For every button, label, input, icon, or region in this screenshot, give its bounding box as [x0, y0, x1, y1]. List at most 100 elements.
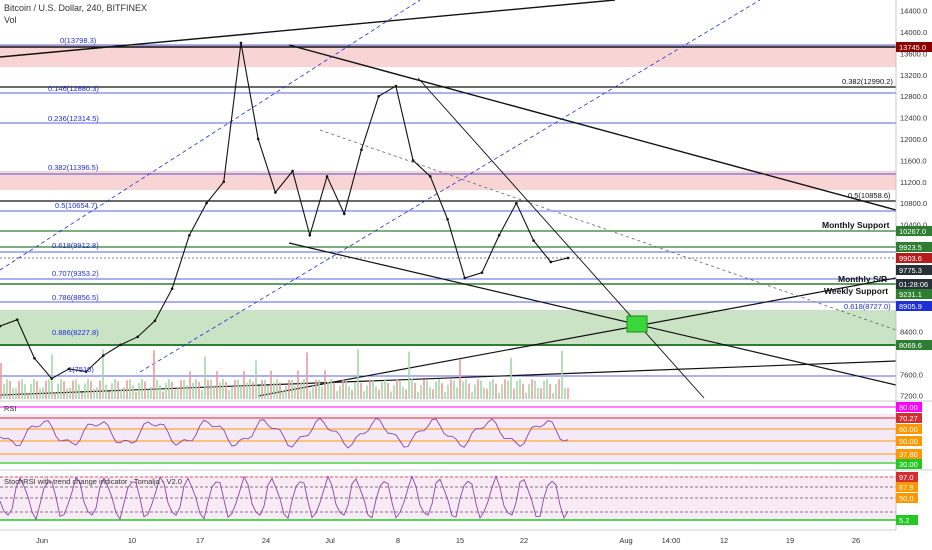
- volume-bar: [423, 379, 425, 399]
- volume-bar: [393, 385, 395, 399]
- price-point-24: [411, 159, 415, 162]
- fib-right-labels: 0.382(12990.2) 0.5(10858.6) 0.618(8727.0…: [842, 77, 893, 311]
- volume-bar: [333, 382, 335, 399]
- volume-bar: [492, 379, 494, 399]
- volume-bar: [552, 392, 554, 399]
- price-point-15: [256, 137, 260, 141]
- volume-bar: [489, 381, 491, 399]
- trendlines[interactable]: [0, 0, 897, 399]
- price-point-29: [497, 233, 501, 237]
- volume-bar: [519, 379, 521, 399]
- resistance-zone-top: [0, 45, 896, 67]
- stoch-badge-3: 5.2: [899, 516, 909, 525]
- volume-bar: [516, 381, 518, 399]
- stoch-badge-1: 67.9: [899, 483, 914, 492]
- fib-label-0146: 0.146(12880.3): [48, 84, 99, 93]
- price-point-0: [0, 324, 2, 328]
- volume-bar: [21, 379, 23, 399]
- volume-bar: [507, 380, 509, 399]
- price-point-21: [360, 148, 363, 152]
- volume-bar: [129, 379, 131, 399]
- volume-bar: [537, 388, 539, 399]
- weekly-support-label: Weekly Support: [824, 286, 888, 296]
- price-point-9: [153, 319, 157, 323]
- rsi-badge-bg-0: [896, 402, 922, 412]
- price-point-32: [549, 260, 553, 264]
- volume-bar: [360, 382, 362, 399]
- rsi-badge-4: 37.80: [899, 450, 918, 459]
- volume-bar: [456, 387, 458, 399]
- stoch-pane: StochRSI with trend change indicator - T…: [0, 469, 932, 521]
- volume-bar: [429, 387, 431, 399]
- fib-label-0886: 0.886(8227.8): [52, 328, 99, 337]
- volume-bar: [369, 379, 371, 399]
- volume-bar: [135, 391, 137, 399]
- price-point-7: [119, 343, 122, 347]
- fib-r-0618: 0.618(8727.0): [844, 302, 891, 311]
- volume-bar: [96, 387, 98, 399]
- volume-bar: [414, 383, 416, 399]
- volume-bar: [24, 384, 26, 399]
- price-badge-1: 10267.0: [899, 227, 926, 236]
- rsi-badge-2: 60.00: [899, 425, 918, 434]
- volume-bar: [123, 387, 125, 399]
- volume-bars: [0, 349, 569, 399]
- volume-bar: [495, 383, 497, 399]
- volume-bar: [300, 382, 302, 399]
- intersection-marker[interactable]: [626, 315, 648, 333]
- volume-bar: [126, 380, 128, 399]
- volume-bar: [279, 382, 281, 399]
- price-badge-0: 13745.0: [899, 43, 926, 52]
- volume-bar: [462, 381, 464, 399]
- rsi-badge-bg-1: [896, 413, 922, 423]
- volume-bar: [444, 391, 446, 399]
- volume-bar: [450, 379, 452, 399]
- stoch-badge-bg-3: [896, 515, 918, 525]
- time-tick-0: Jun: [36, 536, 48, 545]
- price-point-33: [566, 256, 570, 260]
- volume-bar: [297, 370, 299, 399]
- price-point-18: [308, 233, 312, 237]
- volume-bar: [210, 379, 212, 399]
- volume-bar: [480, 380, 482, 399]
- volume-bar: [114, 379, 116, 399]
- volume-bar: [243, 370, 245, 399]
- price-point-23: [394, 84, 398, 88]
- price-badge-bg-6: [896, 289, 932, 299]
- volume-bar: [435, 381, 437, 399]
- price-series-line: [0, 42, 569, 380]
- volume-bar: [315, 379, 317, 399]
- volume-bar: [285, 385, 287, 399]
- volume-bar: [198, 381, 200, 399]
- volume-bar: [15, 388, 17, 399]
- stoch-title: StochRSI with trend change indicator - T…: [4, 477, 182, 486]
- volume-bar: [426, 380, 428, 399]
- volume-bar: [312, 385, 314, 399]
- volume-bar: [510, 357, 512, 399]
- volume-bar: [81, 392, 83, 399]
- volume-bar: [441, 383, 443, 399]
- volume-bar: [324, 370, 326, 399]
- price-badge-bg-2: [896, 242, 932, 252]
- volume-bar: [252, 382, 254, 399]
- time-tick-6: 15: [456, 536, 464, 545]
- fib-label-1: 1(7510): [68, 365, 94, 374]
- volume-bar: [183, 379, 185, 399]
- fib-r-05: 0.5(10858.6): [848, 191, 891, 200]
- green-levels: [0, 230, 896, 346]
- price-point-22: [377, 94, 380, 98]
- volume-bar: [222, 379, 224, 399]
- volume-bar: [483, 387, 485, 399]
- volume-bar: [543, 380, 545, 399]
- price-tick-10: 10400.0: [900, 221, 927, 230]
- price-badge-bg-7: [896, 301, 932, 311]
- volume-bar: [498, 392, 500, 399]
- time-tick-10: 12: [720, 536, 728, 545]
- volume-bar: [120, 389, 122, 399]
- volume-bar: [228, 390, 230, 399]
- volume-bar: [336, 391, 338, 399]
- price-point-8: [136, 335, 139, 339]
- volume-bar: [432, 389, 434, 399]
- volume-bar: [564, 388, 566, 399]
